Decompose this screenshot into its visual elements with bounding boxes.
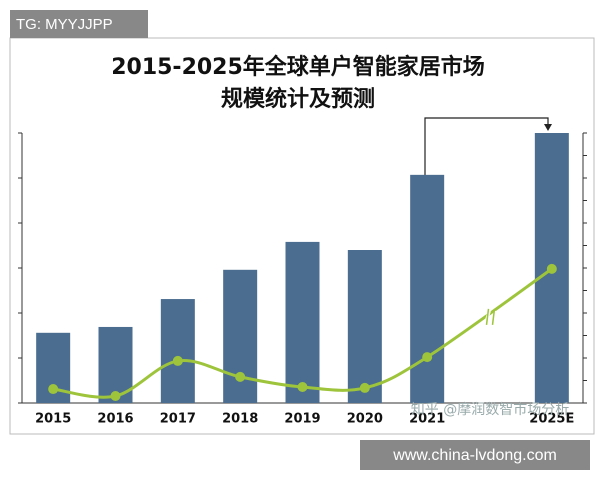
x-tick-label: 2021 (409, 412, 445, 427)
bar (285, 241, 320, 403)
line-point (48, 384, 59, 395)
line-point (297, 382, 308, 393)
bar (223, 269, 258, 403)
axis-break (485, 308, 496, 325)
line-point (235, 371, 246, 382)
line (52, 267, 553, 399)
chart-title: 2015-2025年全球单户智能家居市场 (111, 54, 485, 80)
bar (347, 250, 382, 403)
x-tick-label: 2017 (160, 412, 196, 427)
line-point (359, 382, 370, 393)
x-tick-label: 2019 (284, 412, 320, 427)
overlay-box (10, 10, 148, 38)
line-point (546, 263, 557, 274)
x-tick-label: 2025E (529, 412, 574, 427)
x-tick-label: 2020 (347, 412, 383, 427)
overlay-text: TG: MYYJJPP (16, 16, 113, 33)
overlay-text: www.china-lvdong.com (392, 447, 557, 464)
line-point (110, 391, 121, 402)
arrow-head (544, 124, 552, 131)
x-tick-label: 2016 (97, 412, 133, 427)
overlay-box (360, 440, 590, 470)
x-tick-label: 2018 (222, 412, 258, 427)
line-point (422, 352, 433, 363)
watermark: 知乎 @摩润数智市场分析 (411, 401, 569, 418)
annotation-arrow (424, 117, 549, 176)
x-tick-label: 2015 (35, 412, 71, 427)
line-point (172, 355, 183, 366)
bar (160, 299, 195, 403)
bar (410, 174, 445, 403)
chart-title: 规模统计及预测 (221, 86, 375, 112)
